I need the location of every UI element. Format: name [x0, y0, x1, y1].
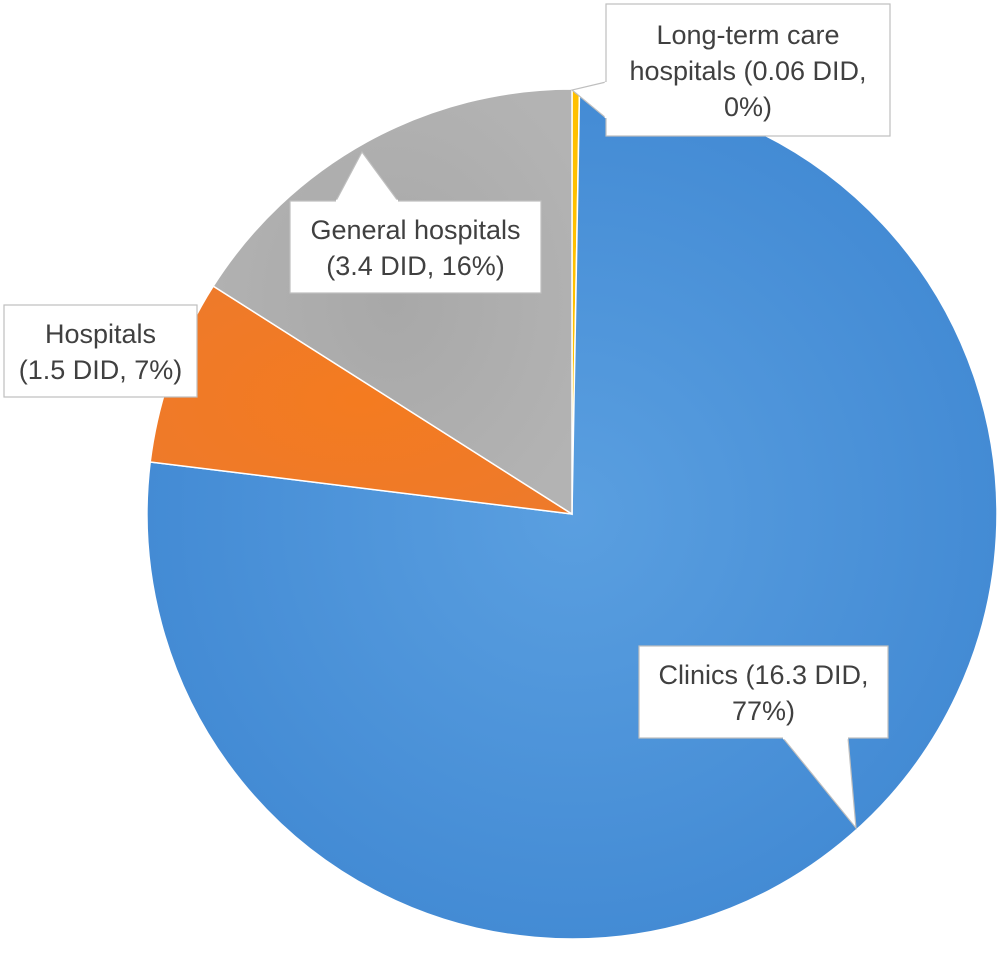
data-label-callouts: Long-term care hospitals (0.06 DID, 0%) Cli…: [3, 3, 891, 830]
callout-box: [3, 304, 198, 398]
data-label-line: General hospitals: [310, 215, 520, 245]
callout-long-term-care-hospitals: Long-term care hospitals (0.06 DID, 0%): [570, 3, 891, 137]
callout-box: [289, 200, 542, 294]
data-label-line: 0%): [724, 92, 772, 122]
callout-box: [605, 3, 891, 137]
data-label-line: 77%): [732, 696, 795, 726]
callout-clinics: Clinics (16.3 DID, 77%): [638, 645, 889, 830]
data-label-line: hospitals (0.06 DID,: [629, 56, 866, 86]
data-label-line: Hospitals: [45, 319, 156, 349]
data-label-line: (1.5 DID, 7%): [19, 355, 183, 385]
data-label-line: Clinics (16.3 DID,: [658, 660, 868, 690]
callout-hospitals: Hospitals (1.5 DID, 7%): [3, 304, 198, 398]
data-label-line: (3.4 DID, 16%): [326, 251, 505, 281]
data-label-line: Long-term care: [656, 20, 839, 50]
pie-slices: [146, 88, 998, 940]
callout-general-hospitals: General hospitals (3.4 DID, 16%): [289, 150, 542, 294]
callout-box: [638, 645, 889, 739]
pie-slice-general-hospitals: [212, 88, 573, 516]
